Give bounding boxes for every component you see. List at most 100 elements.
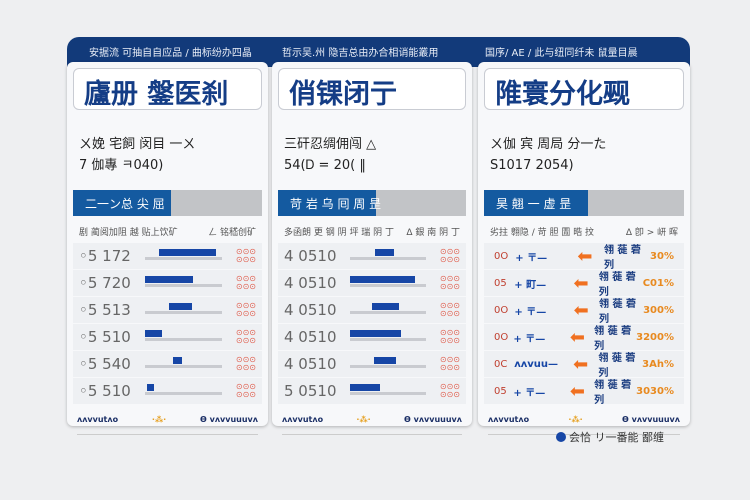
column-header: 劣拄 翱隐 / 苛 胆 圊 晧 抆 ᐃ 卽 > 岍 晖 xyxy=(484,216,684,242)
arrow-left-icon: ⬅ xyxy=(573,272,589,294)
table-row[interactable]: 0O + 〒— ⬅ 翎 蓰 菪 列 300% xyxy=(484,297,684,325)
progress-bar xyxy=(350,249,426,263)
table-row[interactable]: ◦5 172 ⊙⊙⊙ ⊙⊙⊙ xyxy=(73,243,262,269)
table-row[interactable]: 05 + 町— ⬅ 翎 蓰 菪 列 C01% xyxy=(484,270,684,298)
row-percent: C01% xyxy=(642,277,674,289)
panel-2: 俏锞闭亍 三矸忍绸佣闯 △ 54(Ꭰ = 20( ‖ 苛 岩 乌 囘 周 昰 多函… xyxy=(272,62,472,435)
active-tab[interactable]: 苛 岩 乌 囘 周 昰 xyxy=(278,190,381,216)
banner-text-3: 国序/ AE / 此与纽同纤未 鼠量目晨 xyxy=(485,48,638,59)
table-row[interactable]: 0C ʌʌvuu— ⬅ 翎 蓰 菪 列 3Ah% xyxy=(484,351,684,379)
row-value: 5 0510 xyxy=(284,382,337,400)
subtitle-line: 54(Ꭰ = 20( ‖ xyxy=(284,158,366,173)
row-name: 翎 蓰 菪 列 xyxy=(598,272,636,298)
row-code: 0O xyxy=(494,304,509,316)
row-label: + 町— xyxy=(514,279,547,291)
subtitle-line: ㄨ伽 宾 周局 分一た xyxy=(490,137,607,152)
arrow-left-icon: ⬅ xyxy=(577,245,593,267)
row-value: 4 0510 xyxy=(284,274,337,292)
table-row[interactable]: ◦5 510 ⊙⊙⊙ ⊙⊙⊙ xyxy=(73,378,262,404)
panel-subtitle: ㄨ娩 宅飼 闵目 一ㄨ 7 伽專 ㅋ040) xyxy=(73,134,262,176)
bar-fill xyxy=(145,276,193,283)
subtitle-line: S1017 2054) xyxy=(490,158,574,173)
table-row[interactable]: ◦5 513 ⊙⊙⊙ ⊙⊙⊙ xyxy=(73,297,262,323)
row-percent: 300% xyxy=(643,304,674,316)
panel-title: 陮寰分化觋 xyxy=(484,68,684,110)
bar-fill xyxy=(146,384,155,391)
row-label: + 〒— xyxy=(513,333,546,345)
row-code: 0O xyxy=(494,250,509,262)
panel-title: 廬册 鎜医刹 xyxy=(73,68,262,110)
progress-bar xyxy=(350,276,426,290)
status-dots: ⊙⊙⊙ ⊙⊙⊙ xyxy=(235,328,256,345)
bar-fill xyxy=(374,249,394,256)
table-row[interactable]: ◦5 720 ⊙⊙⊙ ⊙⊙⊙ xyxy=(73,270,262,296)
row-percent: 30% xyxy=(650,250,674,262)
subtitle-line: ㄨ娩 宅飼 闵目 一ㄨ xyxy=(79,137,196,152)
table-row[interactable]: 4 0510 ⊙⊙⊙ ⊙⊙⊙ xyxy=(278,270,466,296)
status-dots: ⊙⊙⊙ ⊙⊙⊙ xyxy=(439,355,460,372)
bar-fill xyxy=(168,303,192,310)
status-dots: ⊙⊙⊙ ⊙⊙⊙ xyxy=(439,328,460,345)
row-value: 4 0510 xyxy=(284,328,337,346)
section-tabbar[interactable]: 二一ン总 尖 屈 xyxy=(73,190,262,216)
panel-title: 俏锞闭亍 xyxy=(278,68,466,110)
table-row[interactable]: 4 0510 ⊙⊙⊙ ⊙⊙⊙ xyxy=(278,324,466,350)
status-dots: ⊙⊙⊙ ⊙⊙⊙ xyxy=(235,382,256,399)
section-tabbar[interactable]: 昊 翹 一 虚 昰 xyxy=(484,190,684,216)
table-row[interactable]: 05 + 〒— ⬅ 翎 蓰 菪 列 3030% xyxy=(484,378,684,406)
row-value: ◦5 720 xyxy=(79,274,131,292)
row-value: ◦5 540 xyxy=(79,355,131,373)
footer-right: Ɵ vʌvvuuuvʌ xyxy=(404,415,462,424)
footer-mid: ·⁂· xyxy=(151,415,167,424)
bar-fill xyxy=(350,276,416,283)
progress-bar xyxy=(350,357,426,371)
bar-fill xyxy=(350,330,401,337)
section-tabbar[interactable]: 苛 岩 乌 囘 周 昰 xyxy=(278,190,466,216)
divider xyxy=(77,434,258,435)
row-value: 4 0510 xyxy=(284,301,337,319)
footer-right: Ɵ vʌvvuuuvʌ xyxy=(200,415,258,424)
progress-bar xyxy=(145,249,222,263)
status-dots: ⊙⊙⊙ ⊙⊙⊙ xyxy=(439,247,460,264)
progress-bar xyxy=(145,276,222,290)
subtitle-line: 7 伽專 ㅋ040) xyxy=(79,158,164,173)
footer-left: ʌʌvvutʌo xyxy=(282,415,324,424)
panel-footer: ʌʌvvutʌo ·⁂· Ɵ vʌvvuuuvʌ xyxy=(278,405,466,428)
status-dots: ⊙⊙⊙ ⊙⊙⊙ xyxy=(439,301,460,318)
column-label: 剧 蔺阅加阻 越 贴上饮矿 xyxy=(79,228,178,238)
table-row[interactable]: 4 0510 ⊙⊙⊙ ⊙⊙⊙ xyxy=(278,351,466,377)
column-label: ㄥ 铭嵇创矿 xyxy=(208,228,256,238)
table-row[interactable]: ◦5 510 ⊙⊙⊙ ⊙⊙⊙ xyxy=(73,324,262,350)
progress-bar xyxy=(350,303,426,317)
panel-subtitle: ㄨ伽 宾 周局 分一た S1017 2054) xyxy=(484,134,684,176)
bar-fill xyxy=(372,303,399,310)
arrow-left-icon: ⬅ xyxy=(569,380,585,402)
row-value: ◦5 510 xyxy=(79,328,131,346)
footer-mid: ·⁂· xyxy=(568,415,583,424)
row-name: 翎 蓰 菪 列 xyxy=(603,245,641,271)
row-label: + 〒— xyxy=(513,387,546,399)
table-row[interactable]: ◦5 540 ⊙⊙⊙ ⊙⊙⊙ xyxy=(73,351,262,377)
bar-fill xyxy=(173,357,183,364)
progress-bar xyxy=(350,384,426,398)
caption-text: 会恰 リ一番能 鄙缠 xyxy=(569,431,664,444)
active-tab[interactable]: 昊 翹 一 虚 昰 xyxy=(484,190,588,216)
row-label: + 〒— xyxy=(514,306,547,318)
table-row[interactable]: 0O + 〒— ⬅ 翎 蓰 菪 列 30% xyxy=(484,243,684,271)
table-row[interactable]: 4 0510 ⊙⊙⊙ ⊙⊙⊙ xyxy=(278,297,466,323)
panel-footer: ʌʌvvutʌo ·⁂· Ɵ vʌvvuuuvʌ xyxy=(73,405,262,428)
row-name: 翎 蓰 菪 列 xyxy=(599,299,636,325)
row-value: 4 0510 xyxy=(284,247,337,265)
table-row[interactable]: 4 0510 ⊙⊙⊙ ⊙⊙⊙ xyxy=(278,243,466,269)
active-tab[interactable]: 二一ン总 尖 屈 xyxy=(73,190,172,216)
panel-1: 廬册 鎜医刹 ㄨ娩 宅飼 闵目 一ㄨ 7 伽專 ㅋ040) 二一ン总 尖 屈 剧 … xyxy=(67,62,268,435)
progress-bar xyxy=(145,384,222,398)
column-header: 多函朗 更 钢 阴 坪 瑞 阴 丁 ᐃ 銀 南 阴 丁 xyxy=(278,216,466,242)
bar-fill xyxy=(350,384,381,391)
table-row[interactable]: 5 0510 ⊙⊙⊙ ⊙⊙⊙ xyxy=(278,378,466,404)
progress-bar xyxy=(145,330,222,344)
table-row[interactable]: 0O + 〒— ⬅ 翎 蓰 菪 列 3200% xyxy=(484,324,684,352)
row-percent: 3200% xyxy=(636,331,674,343)
row-code: 0C xyxy=(494,358,508,370)
row-code: 05 xyxy=(494,277,507,289)
